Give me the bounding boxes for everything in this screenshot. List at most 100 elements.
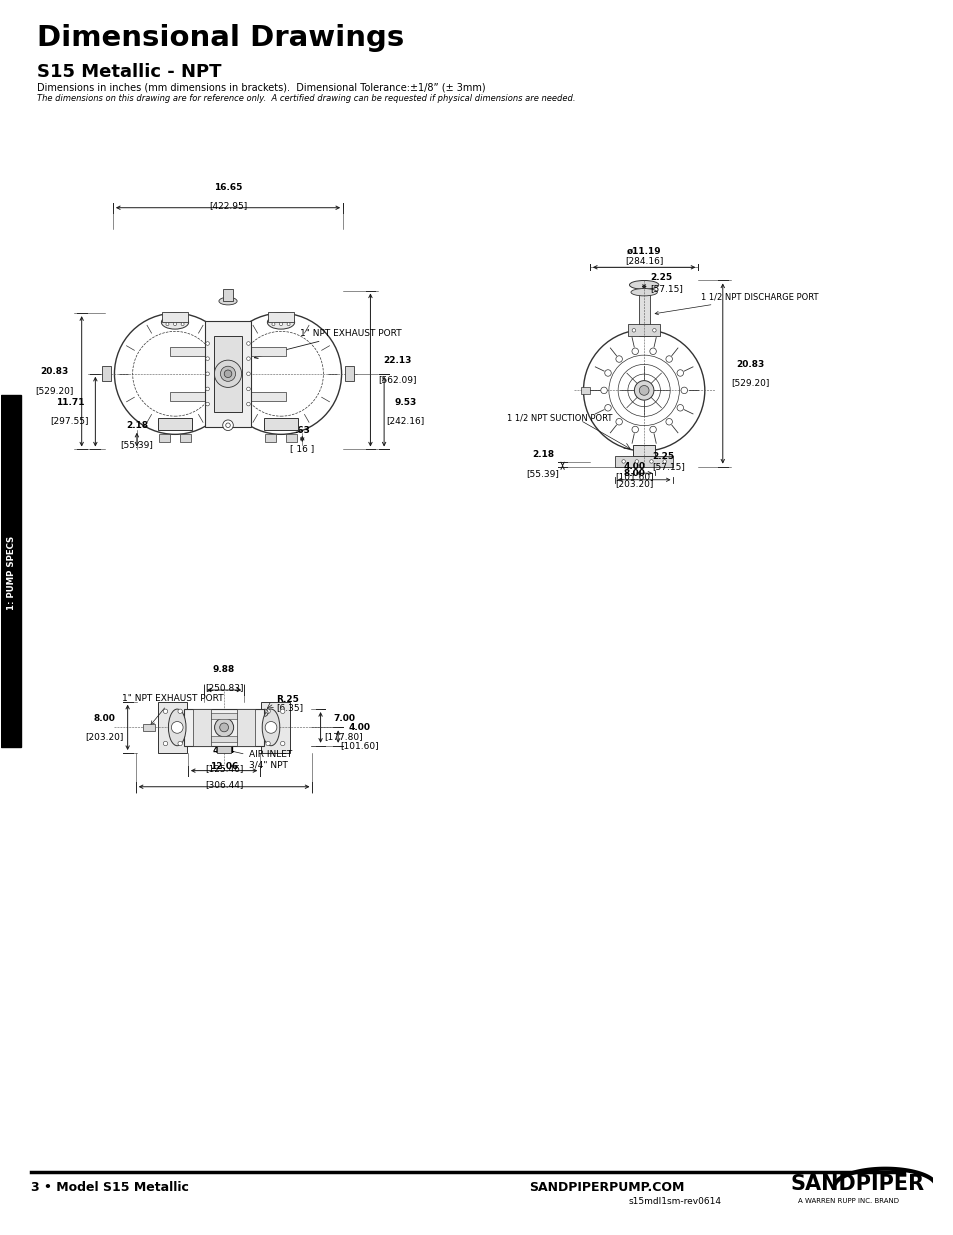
Circle shape [280,741,285,746]
Ellipse shape [218,298,237,305]
Text: [203.20]: [203.20] [615,479,653,488]
Bar [171,347,205,356]
Circle shape [220,367,235,382]
Text: [306.44]: [306.44] [205,779,243,789]
Bar [265,435,275,442]
Text: 11.71: 11.71 [55,398,84,406]
Circle shape [247,357,250,361]
Circle shape [173,322,176,326]
Circle shape [247,403,250,406]
Text: S15 Metallic - NPT: S15 Metallic - NPT [36,63,221,82]
Text: [55.39]: [55.39] [120,440,153,448]
Text: 8.00: 8.00 [623,469,644,478]
Text: s15mdl1sm-rev0614: s15mdl1sm-rev0614 [628,1197,721,1205]
Circle shape [680,387,687,394]
Text: 22.13: 22.13 [383,356,412,366]
Bar [184,709,264,746]
Circle shape [163,741,168,746]
Circle shape [178,741,182,746]
Bar [251,391,285,401]
Bar [171,391,205,401]
Circle shape [266,709,270,714]
Text: 4.94: 4.94 [213,746,235,755]
Text: SANDPIPER: SANDPIPER [790,1173,923,1193]
Bar [633,445,655,456]
Ellipse shape [630,289,657,296]
Circle shape [247,342,250,346]
Text: 4.00: 4.00 [622,462,644,471]
Circle shape [616,356,621,362]
Text: SANDPIPERPUMP.COM: SANDPIPERPUMP.COM [529,1181,684,1194]
Bar [251,347,285,356]
Text: [177.80]: [177.80] [324,732,363,741]
Circle shape [604,405,611,411]
Text: [284.16]: [284.16] [624,257,662,266]
Bar [162,311,188,322]
Bar [211,736,237,742]
Circle shape [634,380,653,400]
Bar [1,395,21,747]
Text: 1: PUMP SPECS: 1: PUMP SPECS [7,536,15,610]
Circle shape [272,322,274,326]
Bar [614,456,673,467]
Text: 9.53: 9.53 [394,398,416,406]
Circle shape [206,403,209,406]
Text: 1" NPT EXHAUST PORT: 1" NPT EXHAUST PORT [121,694,223,725]
Circle shape [206,372,209,375]
Circle shape [649,426,656,432]
Circle shape [652,329,656,332]
Circle shape [220,314,341,435]
Text: 8.00: 8.00 [93,714,115,722]
Bar [627,325,659,336]
Circle shape [662,459,666,463]
Ellipse shape [267,315,294,329]
Bar [159,435,170,442]
Text: [297.55]: [297.55] [51,416,90,426]
Bar [102,367,112,382]
Bar [214,336,241,411]
Text: 9.88: 9.88 [213,666,235,674]
Ellipse shape [169,709,186,746]
Text: 20.83: 20.83 [735,359,763,369]
Circle shape [631,348,638,354]
Text: 20.83: 20.83 [40,368,69,377]
Text: 2.25: 2.25 [651,452,674,462]
Circle shape [665,356,672,362]
Text: A WARREN RUPP INC. BRAND: A WARREN RUPP INC. BRAND [797,1198,898,1204]
Bar [205,321,251,427]
Circle shape [247,372,250,375]
Text: 1 1/2 NPT DISCHARGE PORT: 1 1/2 NPT DISCHARGE PORT [655,293,818,315]
Circle shape [635,459,638,463]
Bar [344,367,354,382]
Circle shape [114,314,235,435]
Text: 16.65: 16.65 [213,183,242,193]
Circle shape [631,426,638,432]
Bar [264,417,297,430]
Circle shape [639,385,648,395]
Bar [638,285,649,336]
Bar [237,709,254,746]
Circle shape [214,361,241,388]
Text: 4.00: 4.00 [348,722,371,731]
Circle shape [649,459,653,463]
Circle shape [214,718,233,737]
Circle shape [226,422,230,427]
Bar [180,435,191,442]
Bar [222,289,233,301]
Bar [158,701,188,753]
Ellipse shape [262,709,279,746]
Bar [268,311,294,322]
Circle shape [163,709,168,714]
Text: [529.20]: [529.20] [35,387,73,395]
Bar [216,746,232,753]
Text: 1 1/2 NPT SUCTION PORT: 1 1/2 NPT SUCTION PORT [506,414,612,422]
Text: [529.20]: [529.20] [730,378,768,388]
Circle shape [632,329,635,332]
Text: [562.09]: [562.09] [378,375,416,384]
Circle shape [279,322,282,326]
Ellipse shape [161,315,189,329]
Text: [250.83]: [250.83] [205,683,243,692]
Text: AIR INLET
3/4" NPT: AIR INLET 3/4" NPT [228,750,292,769]
Text: Dimensional Drawings: Dimensional Drawings [36,23,403,52]
Circle shape [287,322,290,326]
